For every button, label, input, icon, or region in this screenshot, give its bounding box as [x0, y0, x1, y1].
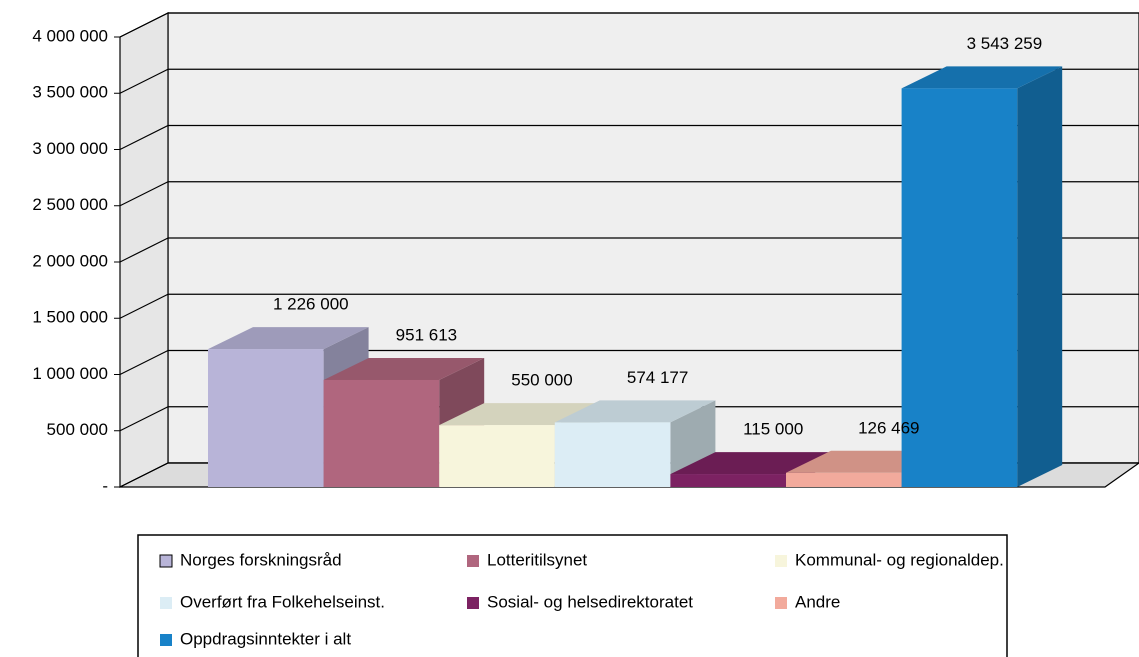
value-label: 550 000 [511, 371, 572, 390]
legend-box [137, 534, 1008, 657]
bar-top [323, 357, 485, 380]
value-label: 115 000 [743, 420, 803, 439]
y-tick-label: 500 000 [47, 420, 108, 439]
bar-side [1017, 66, 1063, 487]
legend-label: Kommunal- og regionaldep. [795, 550, 1004, 569]
bar [670, 474, 786, 487]
y-tick-label: 1 500 000 [32, 308, 108, 327]
bar [208, 349, 324, 487]
y-tick-label: 3 500 000 [32, 83, 108, 102]
grid-line [119, 237, 169, 263]
grid-line [119, 181, 169, 207]
legend-label: Overført fra Folkehelseinst. [180, 592, 385, 611]
bar [439, 425, 555, 487]
legend-swatch [775, 597, 787, 609]
grid-line [119, 124, 169, 151]
bar-top [670, 452, 831, 475]
grid-line [119, 349, 169, 376]
y-tick-label: 2 500 000 [32, 195, 108, 214]
bar-top [901, 66, 1063, 89]
value-label: 126 469 [858, 418, 919, 437]
legend-label: Lotteritilsynet [487, 550, 587, 569]
grid-line [119, 68, 169, 94]
value-label: 574 177 [627, 368, 688, 387]
y-tick-label: 1 000 000 [32, 364, 108, 383]
value-label: 3 543 259 [967, 34, 1043, 53]
legend-label: Sosial- og helsedirektoratet [487, 592, 693, 611]
grid-line [119, 12, 169, 38]
legend-swatch [159, 554, 173, 568]
y-tick-label: - [102, 476, 108, 495]
grid-line [119, 462, 169, 488]
bar [323, 379, 440, 487]
legend-swatch [160, 597, 172, 609]
bar-top [439, 403, 600, 426]
bar [554, 422, 671, 487]
bar [786, 472, 902, 487]
legend-label: Oppdragsinntekter i alt [180, 629, 351, 648]
grid-line [119, 406, 169, 432]
legend-swatch [775, 555, 787, 567]
bar [901, 88, 1018, 487]
value-label: 1 226 000 [273, 295, 349, 314]
legend-label: Norges forskningsråd [180, 550, 342, 569]
value-label: 951 613 [396, 325, 457, 344]
legend-swatch [467, 555, 479, 567]
legend-swatch [160, 634, 172, 646]
grid-line [119, 293, 169, 319]
bar-top [208, 327, 369, 350]
legend-label: Andre [795, 592, 840, 611]
y-tick-label: 4 000 000 [32, 26, 108, 45]
y-tick-label: 3 000 000 [32, 139, 108, 158]
bar-top [554, 400, 716, 423]
y-tick-label: 2 000 000 [32, 251, 108, 270]
legend-swatch [467, 597, 479, 609]
